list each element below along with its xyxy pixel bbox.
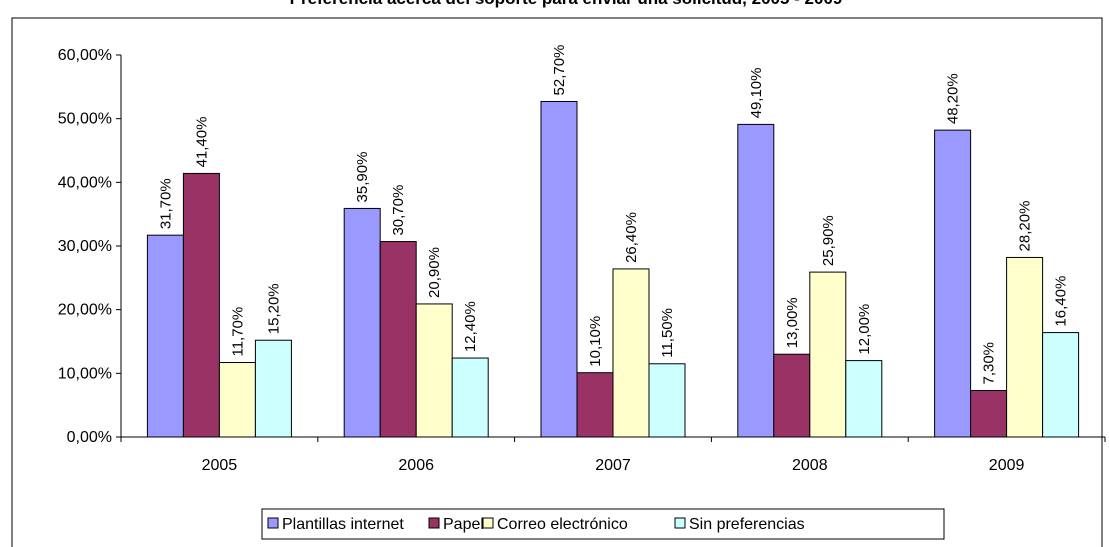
x-tick-label: 2005 bbox=[202, 457, 238, 474]
bar bbox=[934, 129, 972, 438]
data-label: 41,40% bbox=[193, 117, 210, 168]
y-tick-label: 50,00% bbox=[58, 111, 112, 128]
data-label: 7,30% bbox=[981, 342, 998, 385]
data-label: 25,90% bbox=[820, 215, 837, 266]
legend-label: Sin preferencias bbox=[689, 516, 805, 533]
bar bbox=[970, 390, 1008, 438]
bar bbox=[809, 271, 847, 438]
data-label: 26,40% bbox=[623, 212, 640, 263]
bar bbox=[773, 353, 811, 438]
data-label: 12,40% bbox=[462, 301, 479, 352]
data-label: 16,40% bbox=[1053, 276, 1070, 327]
x-tick-label: 2006 bbox=[398, 457, 434, 474]
bar bbox=[1042, 332, 1080, 438]
legend-label: Correo electrónico bbox=[497, 516, 628, 533]
legend: Plantillas internet Papel Correo electróni… bbox=[267, 516, 805, 533]
data-label: 20,90% bbox=[426, 247, 443, 298]
bar bbox=[182, 172, 220, 438]
data-label: 48,20% bbox=[945, 73, 962, 124]
data-label: 30,70% bbox=[390, 185, 407, 236]
data-label: 28,20% bbox=[1017, 201, 1034, 252]
data-label: 49,10% bbox=[748, 68, 765, 119]
plot-area: 0,00% 10,00% 20,00% 30,00% 40,00% 50,00% 60,00… bbox=[58, 45, 1106, 474]
bar bbox=[254, 339, 292, 438]
data-label: 15,20% bbox=[265, 283, 282, 334]
legend-box bbox=[261, 508, 945, 540]
bar bbox=[415, 303, 453, 438]
data-label: 35,90% bbox=[354, 152, 371, 203]
bar bbox=[218, 362, 256, 438]
bar bbox=[1006, 256, 1044, 438]
data-label: 13,00% bbox=[784, 297, 801, 348]
bar bbox=[612, 268, 650, 438]
bar bbox=[379, 241, 417, 438]
bar bbox=[737, 123, 775, 438]
data-label: 11,70% bbox=[229, 307, 246, 357]
bar bbox=[648, 363, 686, 438]
data-label: 11,50% bbox=[659, 308, 676, 358]
bar bbox=[576, 372, 614, 438]
y-tick-label: 30,00% bbox=[58, 238, 112, 255]
data-label: 10,10% bbox=[587, 316, 604, 367]
data-label: 31,70% bbox=[157, 178, 174, 229]
data-label: 12,00% bbox=[856, 304, 873, 355]
data-label: 52,70% bbox=[551, 45, 568, 96]
bar bbox=[845, 360, 883, 438]
y-tick-label: 10,00% bbox=[58, 365, 112, 382]
legend-swatch bbox=[428, 517, 440, 529]
y-tick-label: 60,00% bbox=[58, 47, 112, 64]
y-tick-label: 0,00% bbox=[67, 429, 112, 446]
x-tick-label: 2007 bbox=[595, 457, 631, 474]
bar bbox=[451, 357, 489, 438]
legend-swatch bbox=[482, 517, 494, 529]
legend-label: Papel bbox=[443, 516, 484, 533]
bar bbox=[343, 207, 381, 438]
legend-swatch bbox=[267, 517, 279, 529]
y-tick-label: 20,00% bbox=[58, 302, 112, 319]
x-tick-label: 2009 bbox=[989, 457, 1025, 474]
y-tick-label: 40,00% bbox=[58, 174, 112, 191]
bar bbox=[540, 100, 578, 438]
bar bbox=[146, 234, 184, 438]
chart-title: Preferencia acerca del soporte para envi… bbox=[290, 0, 843, 8]
legend-swatch bbox=[674, 517, 686, 529]
x-tick-label: 2008 bbox=[792, 457, 828, 474]
legend-label: Plantillas internet bbox=[282, 516, 404, 533]
